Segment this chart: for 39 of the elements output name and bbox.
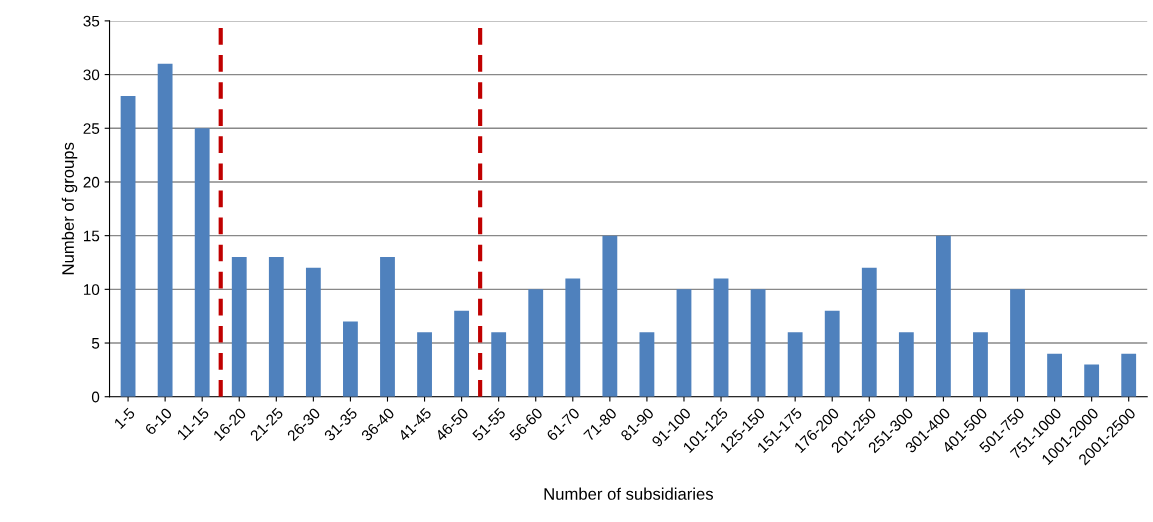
bar bbox=[380, 257, 395, 397]
bar bbox=[602, 235, 618, 397]
bar bbox=[305, 267, 321, 397]
bar bbox=[787, 332, 803, 397]
bar bbox=[1121, 353, 1137, 397]
bar bbox=[750, 289, 766, 397]
bar bbox=[417, 332, 432, 397]
y-tick-label: 15 bbox=[83, 230, 100, 242]
bar bbox=[713, 278, 729, 397]
y-tick-label: 30 bbox=[83, 69, 100, 81]
x-axis-title: Number of subsidiaries bbox=[544, 487, 714, 500]
bar bbox=[861, 267, 877, 397]
y-axis-title: Number of groups bbox=[61, 142, 78, 275]
bar bbox=[935, 235, 951, 397]
bar bbox=[676, 289, 692, 397]
x-tick-label: 1-5 bbox=[113, 407, 136, 430]
bar bbox=[120, 96, 136, 397]
bar bbox=[973, 332, 988, 397]
y-tick-label: 10 bbox=[83, 284, 100, 296]
y-tick-label: 0 bbox=[91, 391, 100, 403]
bar bbox=[565, 278, 581, 397]
bar bbox=[824, 310, 840, 397]
y-tick-label: 25 bbox=[83, 123, 100, 134]
bar bbox=[268, 257, 284, 397]
bar bbox=[898, 332, 914, 397]
bar bbox=[157, 63, 173, 397]
bar bbox=[639, 332, 655, 397]
y-tick-label: 35 bbox=[83, 15, 100, 27]
bar bbox=[1047, 353, 1062, 397]
bar bbox=[231, 257, 247, 397]
y-tick-label: 5 bbox=[91, 338, 100, 349]
y-tick-label: 20 bbox=[83, 176, 100, 188]
bar bbox=[194, 128, 210, 397]
bar bbox=[1010, 289, 1025, 397]
bar bbox=[343, 321, 358, 397]
bar bbox=[491, 332, 507, 397]
bar bbox=[1084, 364, 1100, 397]
bar bbox=[528, 289, 544, 397]
bar bbox=[454, 310, 470, 397]
